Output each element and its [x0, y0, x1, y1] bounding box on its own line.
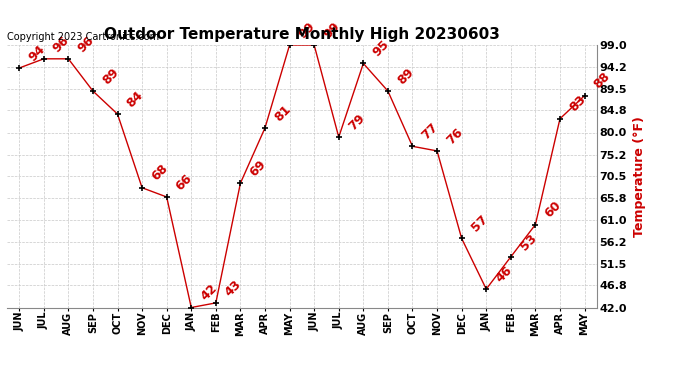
- Text: 57: 57: [469, 213, 490, 234]
- Text: 96: 96: [75, 33, 97, 55]
- Text: 99: 99: [321, 20, 342, 41]
- Text: 43: 43: [223, 277, 244, 299]
- Text: 83: 83: [567, 93, 589, 114]
- Text: 81: 81: [272, 102, 293, 124]
- Y-axis label: Temperature (°F): Temperature (°F): [633, 116, 646, 237]
- Text: 60: 60: [542, 199, 564, 220]
- Text: 99: 99: [297, 20, 318, 41]
- Text: 79: 79: [346, 111, 367, 133]
- Text: 66: 66: [174, 171, 195, 193]
- Text: 96: 96: [51, 33, 72, 55]
- Text: 46: 46: [493, 263, 515, 285]
- Text: 89: 89: [100, 66, 121, 87]
- Text: 77: 77: [420, 121, 441, 142]
- Text: 84: 84: [124, 88, 146, 110]
- Text: 94: 94: [26, 42, 48, 64]
- Text: 42: 42: [198, 282, 220, 303]
- Text: 68: 68: [149, 162, 170, 184]
- Text: 76: 76: [444, 125, 466, 147]
- Text: 53: 53: [518, 231, 540, 253]
- Text: 95: 95: [371, 38, 392, 59]
- Text: 69: 69: [248, 158, 269, 179]
- Text: 89: 89: [395, 66, 416, 87]
- Text: Copyright 2023 Cartronics.com: Copyright 2023 Cartronics.com: [7, 32, 159, 42]
- Text: 88: 88: [591, 70, 613, 92]
- Title: Outdoor Temperature Monthly High 20230603: Outdoor Temperature Monthly High 2023060…: [104, 27, 500, 42]
